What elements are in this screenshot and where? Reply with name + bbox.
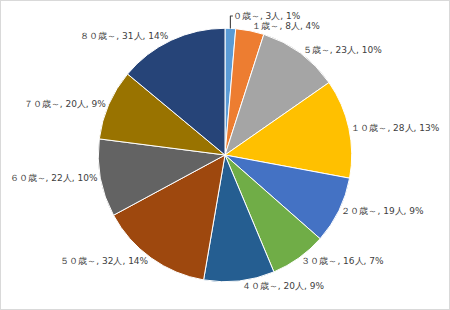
svg-text:７０歳～, 20人, 9%: ７０歳～, 20人, 9% [24,99,107,109]
svg-text:１０歳～, 28人, 13%: １０歳～, 28人, 13% [351,123,439,133]
svg-text:６０歳～, 22人, 10%: ６０歳～, 22人, 10% [10,173,98,183]
svg-text:２０歳～, 19人, 9%: ２０歳～, 19人, 9% [341,206,424,216]
svg-text:０歳～, 3人, 1%: ０歳～, 3人, 1% [233,11,301,21]
svg-text:５歳～, 23人, 10%: ５歳～, 23人, 10% [303,45,382,55]
svg-text:３０歳～, 16人, 7%: ３０歳～, 16人, 7% [301,256,384,266]
svg-text:１歳～, 8人, 4%: １歳～, 8人, 4% [252,21,320,31]
svg-text:５０歳～, 32人, 14%: ５０歳～, 32人, 14% [60,256,148,266]
svg-text:８０歳～, 31人, 14%: ８０歳～, 31人, 14% [80,31,168,41]
svg-text:４０歳～, 20人, 9%: ４０歳～, 20人, 9% [242,281,325,291]
